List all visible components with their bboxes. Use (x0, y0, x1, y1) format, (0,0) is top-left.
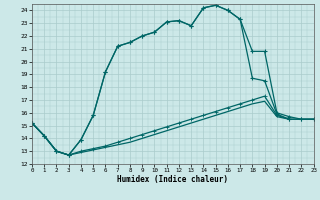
X-axis label: Humidex (Indice chaleur): Humidex (Indice chaleur) (117, 175, 228, 184)
